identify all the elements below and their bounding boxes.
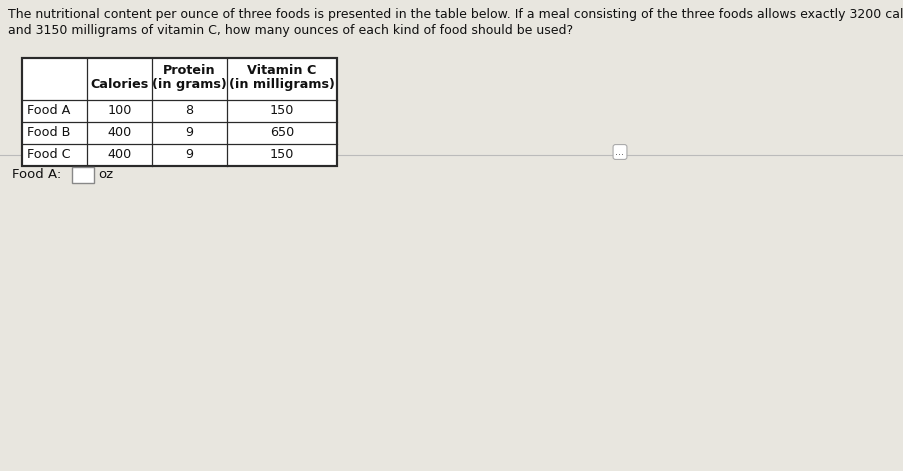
Text: Food C: Food C: [27, 148, 70, 162]
Text: 9: 9: [185, 127, 193, 139]
Text: 150: 150: [269, 148, 293, 162]
Text: 650: 650: [270, 127, 293, 139]
Text: and 3150 milligrams of vitamin C, how many ounces of each kind of food should be: and 3150 milligrams of vitamin C, how ma…: [8, 24, 573, 37]
Text: ...: ...: [615, 147, 624, 157]
Text: 150: 150: [269, 105, 293, 117]
Text: 8: 8: [185, 105, 193, 117]
Text: Vitamin C: Vitamin C: [247, 64, 316, 77]
Text: Protein: Protein: [163, 64, 216, 77]
Text: (in grams): (in grams): [152, 78, 227, 91]
Bar: [72, 167, 94, 183]
Bar: [22, 58, 337, 166]
Text: 9: 9: [185, 148, 193, 162]
Text: Food A:: Food A:: [12, 169, 61, 181]
Text: 400: 400: [107, 148, 132, 162]
Text: Food A: Food A: [27, 105, 70, 117]
Text: The nutritional content per ounce of three foods is presented in the table below: The nutritional content per ounce of thr…: [8, 8, 903, 21]
Text: 400: 400: [107, 127, 132, 139]
Text: (in milligrams): (in milligrams): [228, 78, 335, 91]
Text: Food B: Food B: [27, 127, 70, 139]
Text: 100: 100: [107, 105, 132, 117]
Text: Calories: Calories: [90, 78, 148, 91]
Text: oz: oz: [98, 169, 113, 181]
Bar: [22, 58, 337, 166]
